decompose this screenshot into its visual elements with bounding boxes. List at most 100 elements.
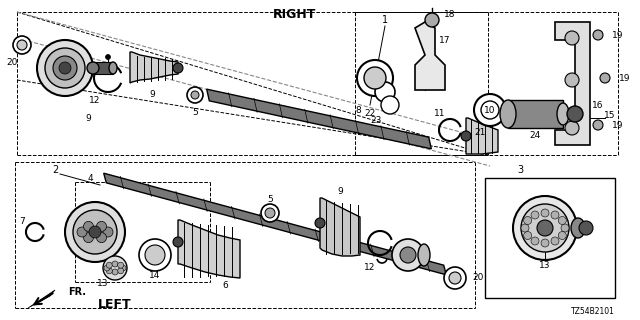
- Text: 13: 13: [97, 278, 109, 287]
- Circle shape: [103, 227, 113, 237]
- Circle shape: [59, 62, 71, 74]
- Circle shape: [187, 87, 203, 103]
- Text: 4: 4: [87, 173, 93, 182]
- Circle shape: [118, 268, 124, 274]
- Text: 13: 13: [540, 260, 551, 269]
- Circle shape: [261, 204, 279, 222]
- Text: 9: 9: [337, 188, 343, 196]
- Text: 12: 12: [364, 263, 376, 273]
- Polygon shape: [320, 198, 360, 256]
- Text: 9: 9: [149, 90, 155, 99]
- Circle shape: [173, 237, 183, 247]
- Text: LEFT: LEFT: [98, 299, 132, 311]
- Polygon shape: [555, 22, 590, 145]
- Circle shape: [381, 96, 399, 114]
- Text: 18: 18: [444, 10, 456, 19]
- Circle shape: [120, 265, 126, 271]
- Circle shape: [37, 40, 93, 96]
- Circle shape: [97, 233, 106, 243]
- Circle shape: [13, 36, 31, 54]
- Text: 19: 19: [612, 121, 623, 130]
- Bar: [508, 100, 563, 128]
- Circle shape: [265, 208, 275, 218]
- Circle shape: [524, 217, 532, 225]
- Text: 21: 21: [474, 127, 486, 137]
- Text: 9: 9: [85, 114, 91, 123]
- Circle shape: [139, 239, 171, 271]
- Circle shape: [521, 204, 569, 252]
- Circle shape: [375, 82, 395, 102]
- Circle shape: [593, 30, 603, 40]
- Circle shape: [600, 73, 610, 83]
- Circle shape: [53, 56, 77, 80]
- Circle shape: [531, 237, 539, 245]
- Polygon shape: [207, 89, 431, 149]
- Circle shape: [118, 262, 124, 268]
- Text: 20: 20: [6, 58, 18, 67]
- Polygon shape: [130, 52, 178, 83]
- Text: 15: 15: [604, 110, 616, 119]
- Circle shape: [444, 267, 466, 289]
- Circle shape: [65, 202, 125, 262]
- Circle shape: [541, 209, 549, 217]
- Circle shape: [106, 262, 113, 268]
- Text: TZ54B2101: TZ54B2101: [571, 308, 615, 316]
- Circle shape: [565, 73, 579, 87]
- Ellipse shape: [109, 62, 117, 74]
- Text: 11: 11: [435, 108, 445, 117]
- Ellipse shape: [418, 244, 430, 266]
- Text: 19: 19: [612, 30, 623, 39]
- Text: 24: 24: [529, 131, 541, 140]
- Text: 10: 10: [484, 106, 496, 115]
- Circle shape: [112, 261, 118, 267]
- Circle shape: [593, 120, 603, 130]
- Circle shape: [106, 268, 113, 274]
- Circle shape: [106, 54, 111, 60]
- Circle shape: [537, 220, 553, 236]
- Circle shape: [17, 40, 27, 50]
- Circle shape: [481, 101, 499, 119]
- Ellipse shape: [557, 103, 569, 125]
- Text: 14: 14: [149, 270, 161, 279]
- Circle shape: [83, 233, 93, 243]
- Circle shape: [191, 91, 199, 99]
- Text: 1: 1: [382, 15, 388, 25]
- Circle shape: [521, 224, 529, 232]
- Circle shape: [73, 210, 117, 254]
- Circle shape: [541, 239, 549, 247]
- Circle shape: [558, 217, 566, 225]
- Circle shape: [567, 106, 583, 122]
- Circle shape: [97, 221, 106, 231]
- Circle shape: [461, 131, 471, 141]
- Circle shape: [173, 63, 183, 73]
- Circle shape: [551, 237, 559, 245]
- Text: 22: 22: [364, 108, 376, 117]
- Circle shape: [449, 272, 461, 284]
- Text: 2: 2: [52, 165, 58, 175]
- Ellipse shape: [571, 218, 585, 238]
- Circle shape: [474, 94, 506, 126]
- Circle shape: [315, 218, 325, 228]
- Text: 5: 5: [192, 108, 198, 116]
- Ellipse shape: [500, 100, 516, 128]
- Circle shape: [513, 196, 577, 260]
- Text: 8: 8: [355, 106, 361, 115]
- Circle shape: [103, 256, 127, 280]
- Polygon shape: [415, 22, 445, 90]
- Circle shape: [561, 224, 569, 232]
- Circle shape: [524, 231, 532, 239]
- Polygon shape: [28, 290, 55, 308]
- Circle shape: [425, 13, 439, 27]
- Circle shape: [551, 211, 559, 219]
- Text: RIGHT: RIGHT: [273, 7, 317, 20]
- Text: 16: 16: [592, 100, 604, 109]
- Circle shape: [400, 247, 416, 263]
- Circle shape: [392, 239, 424, 271]
- Circle shape: [565, 31, 579, 45]
- Circle shape: [112, 269, 118, 275]
- Text: 6: 6: [222, 281, 228, 290]
- Text: 3: 3: [517, 165, 523, 175]
- Text: 7: 7: [19, 218, 25, 227]
- Circle shape: [145, 245, 165, 265]
- Text: 5: 5: [267, 196, 273, 204]
